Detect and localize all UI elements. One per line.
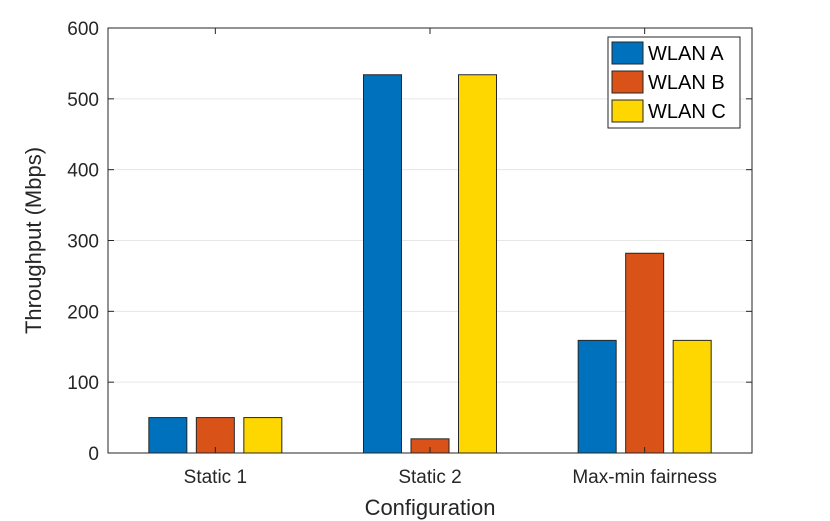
bars xyxy=(148,74,712,454)
y-tick-label: 600 xyxy=(67,19,99,40)
legend-swatch xyxy=(611,41,644,65)
bar-wlan-a xyxy=(148,417,188,454)
legend-swatch xyxy=(611,70,644,94)
x-tick-label: Static 2 xyxy=(398,467,461,488)
x-axis-title: Configuration xyxy=(365,495,496,520)
y-tick-label: 200 xyxy=(67,302,99,323)
legend-label: WLAN B xyxy=(648,72,725,94)
legend: WLAN A WLAN B WLAN C xyxy=(607,36,741,129)
bar-wlan-a xyxy=(363,74,402,454)
y-tick-label: 100 xyxy=(67,373,99,394)
x-tick-label: Max-min fairness xyxy=(572,467,717,488)
y-tick-label: 400 xyxy=(67,161,99,182)
x-tick-label: Static 1 xyxy=(184,467,247,488)
y-tick-label: 500 xyxy=(67,90,99,111)
bar-wlan-c xyxy=(458,74,497,454)
axis-ticks: 0 100 200 300 400 500 600 Static 1 Static 2 Max-m… xyxy=(67,19,752,488)
bar-wlan-a xyxy=(577,339,617,454)
legend-swatch xyxy=(611,99,644,123)
legend-label: WLAN A xyxy=(648,43,724,65)
legend-label: WLAN C xyxy=(648,101,726,123)
y-axis-title: Throughput (Mbps) xyxy=(21,147,46,334)
bar-wlan-c xyxy=(243,417,283,454)
bar-wlan-c xyxy=(672,339,712,454)
y-tick-label: 300 xyxy=(67,232,99,253)
y-tick-label: 0 xyxy=(88,444,99,465)
bar-wlan-b xyxy=(625,252,665,454)
